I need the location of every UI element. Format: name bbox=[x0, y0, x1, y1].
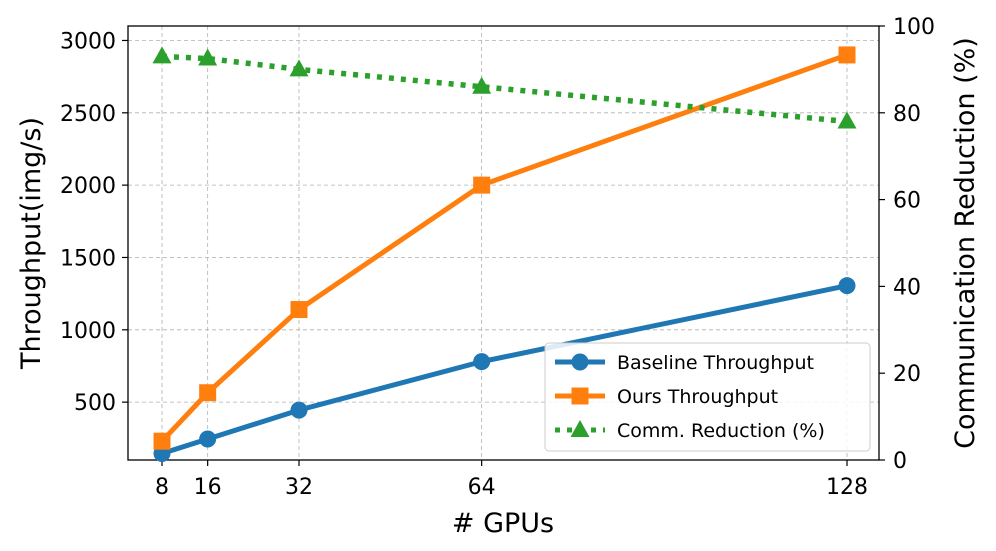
y-right-tick-label: 40 bbox=[893, 275, 921, 300]
series-3 bbox=[152, 46, 857, 129]
x-tick-label: 32 bbox=[285, 475, 313, 500]
series-layer bbox=[152, 46, 857, 462]
data-point bbox=[473, 353, 491, 371]
y-tick-label: 2000 bbox=[60, 174, 116, 199]
legend-marker bbox=[570, 420, 590, 437]
y-tick-label: 500 bbox=[74, 391, 116, 416]
data-point bbox=[199, 430, 217, 448]
ticks-layer: 8 16 32 64 128 500 1000 1500 2000 2500 3000 0 20 40 60… bbox=[60, 15, 935, 500]
data-point bbox=[838, 277, 856, 295]
y-axis-label: Throughput(img/s) bbox=[16, 117, 47, 370]
series-1 bbox=[153, 277, 856, 462]
y-right-tick-label: 80 bbox=[893, 102, 921, 127]
y-right-tick-label: 60 bbox=[893, 189, 921, 214]
y-right-axis-label: Communication Reduction (%) bbox=[950, 37, 981, 449]
y-right-tick-label: 20 bbox=[893, 362, 921, 387]
data-point bbox=[290, 301, 308, 319]
x-tick-label: 128 bbox=[826, 475, 868, 500]
data-point bbox=[290, 401, 308, 419]
data-point bbox=[153, 432, 171, 450]
y-tick-label: 2500 bbox=[60, 102, 116, 127]
data-point bbox=[289, 59, 309, 77]
x-tick-label: 16 bbox=[194, 475, 222, 500]
data-point bbox=[473, 176, 491, 194]
data-point bbox=[198, 48, 218, 66]
legend-marker bbox=[571, 387, 589, 405]
data-point bbox=[152, 46, 172, 64]
data-point bbox=[837, 111, 857, 129]
plot-area-frame bbox=[127, 25, 880, 461]
legend-box bbox=[544, 342, 871, 452]
y-right-tick-label: 0 bbox=[893, 449, 907, 474]
legend-marker bbox=[571, 353, 589, 371]
y-right-tick-label: 100 bbox=[893, 15, 935, 40]
data-point bbox=[199, 384, 217, 402]
data-point bbox=[472, 76, 492, 94]
y-tick-label: 3000 bbox=[60, 29, 116, 54]
legend-label: Comm. Reduction (%) bbox=[617, 420, 825, 442]
x-tick-label: 64 bbox=[468, 475, 496, 500]
y-tick-label: 1000 bbox=[60, 319, 116, 344]
legend-label: Baseline Throughput bbox=[617, 352, 814, 374]
x-tick-label: 8 bbox=[155, 475, 169, 500]
x-axis-label: # GPUs bbox=[452, 508, 554, 539]
y-tick-label: 1500 bbox=[60, 246, 116, 271]
legend-label: Ours Throughput bbox=[617, 386, 778, 408]
series-2 bbox=[153, 46, 856, 450]
legend: Baseline Throughput Ours Throughput Comm. … bbox=[544, 342, 871, 452]
data-point bbox=[838, 46, 856, 64]
